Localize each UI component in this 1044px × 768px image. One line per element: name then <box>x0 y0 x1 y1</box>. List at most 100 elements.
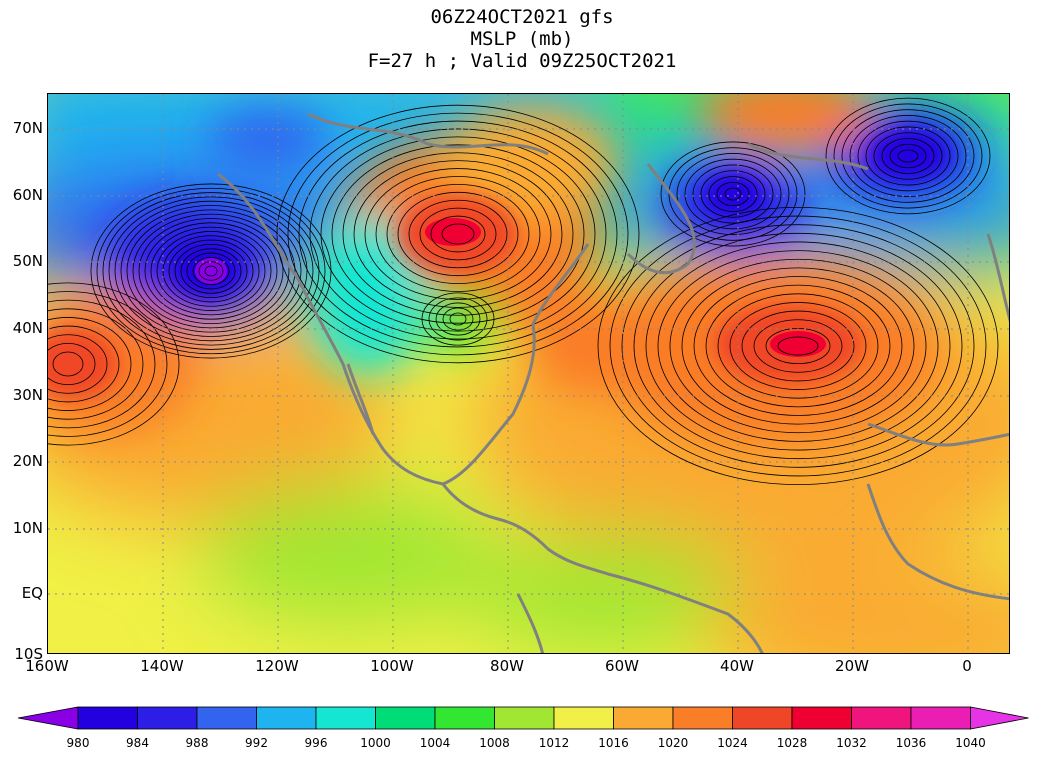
colorbar-swatch <box>77 706 138 730</box>
isobar <box>708 176 758 212</box>
isobar <box>48 342 96 386</box>
isobar <box>48 317 132 411</box>
lon-tick-label: 40W <box>720 657 754 675</box>
colorbar-level-label: 1040 <box>955 736 986 750</box>
isobar <box>724 187 742 201</box>
isobar <box>386 184 530 284</box>
lon-tick-label: 160W <box>25 657 69 675</box>
isobar <box>700 170 766 218</box>
isobar <box>693 276 903 416</box>
isobar <box>716 181 750 207</box>
colorbar-level-label: 1012 <box>538 736 570 750</box>
colorbar-level-label: 1000 <box>360 736 391 750</box>
colorbar-level-label: 1004 <box>419 736 451 750</box>
isobar <box>668 147 798 241</box>
colorbar-swatch <box>137 706 198 730</box>
lat-lon-gridlines <box>48 94 1009 653</box>
isobar <box>375 176 541 292</box>
lon-tick-label: 120W <box>255 657 299 675</box>
colorbar-level-label: 1036 <box>895 736 927 750</box>
colorbar-level-label: 996 <box>304 736 328 750</box>
isobar <box>48 282 180 446</box>
colorbar-swatch <box>613 706 674 730</box>
isobar <box>132 213 290 329</box>
isobar <box>331 144 585 324</box>
isobar <box>873 132 943 180</box>
isobar <box>364 168 552 300</box>
isobar <box>841 109 975 203</box>
isobar <box>408 199 508 269</box>
isobar <box>657 250 939 442</box>
isobar <box>48 334 108 394</box>
pressure-map <box>47 93 1010 654</box>
isobar <box>397 191 519 277</box>
isobar <box>765 327 831 365</box>
colorbar-high-arrow <box>970 706 1029 730</box>
colorbar-swatch <box>434 706 495 730</box>
isobar <box>865 126 951 186</box>
isobar <box>442 307 474 331</box>
lon-tick-label: 140W <box>140 657 184 675</box>
isobar <box>705 284 891 408</box>
isobar <box>144 222 278 320</box>
lat-tick-label: 70N <box>12 119 43 137</box>
title-run-line: 06Z24OCT2021 gfs <box>430 6 614 28</box>
map-title: 06Z24OCT2021 gfs MSLP (mb) F=27 h ; Vali… <box>0 6 1044 72</box>
isobar <box>48 325 120 403</box>
isobar <box>204 265 218 277</box>
colorbar-level-label: 1016 <box>598 736 629 750</box>
colorbar-level-label: 980 <box>66 736 90 750</box>
colorbar-level-label: 1020 <box>657 736 689 750</box>
colorbar-swatch <box>256 706 317 730</box>
lat-tick-label: 30N <box>12 386 43 404</box>
isobar <box>156 231 266 311</box>
colorbar-swatch <box>910 706 971 730</box>
isobar <box>825 97 991 215</box>
colorbar-swatch <box>494 706 555 730</box>
lat-tick-label: 20N <box>12 452 43 470</box>
isobar <box>180 248 242 294</box>
isobar <box>753 319 843 373</box>
isobar <box>741 310 855 382</box>
isobar <box>108 196 314 346</box>
isobar <box>897 149 919 163</box>
coastlines <box>217 112 1009 653</box>
isobar <box>676 153 790 235</box>
isobar <box>692 164 774 224</box>
isobar <box>669 258 927 434</box>
isobar <box>435 302 481 336</box>
colorbar-swatch <box>315 706 376 730</box>
colorbar-level-label: 1024 <box>717 736 748 750</box>
colorbar-level-label: 992 <box>245 736 268 750</box>
isobar <box>192 256 230 286</box>
isobar <box>90 183 332 359</box>
isobar <box>681 267 915 425</box>
isobar <box>729 302 867 390</box>
isobar <box>441 223 475 245</box>
colorbar-swatch <box>553 706 614 730</box>
high-center-north-america <box>425 218 481 246</box>
lat-tick-label: 10N <box>12 519 43 537</box>
isobar <box>276 104 640 364</box>
colorbar-level-label: 1008 <box>479 736 510 750</box>
colorbar-level-label: 988 <box>185 736 209 750</box>
lat-tick-label: 50N <box>12 252 43 270</box>
isobar <box>353 160 563 308</box>
isobar <box>833 103 983 209</box>
title-valid-line: F=27 h ; Valid 09Z25OCT2021 <box>367 50 677 72</box>
isobar <box>168 239 254 303</box>
lon-tick-label: 0 <box>962 657 972 675</box>
isobar <box>150 226 272 316</box>
isobar <box>881 138 935 174</box>
isobar <box>684 158 782 230</box>
colorbar-level-label: 984 <box>126 736 149 750</box>
isobar <box>320 136 596 332</box>
colorbar-level-label: 1028 <box>776 736 808 750</box>
isobar <box>174 243 248 298</box>
colorbar-swatch <box>375 706 436 730</box>
isobar <box>849 115 967 197</box>
isobar <box>342 152 574 316</box>
title-variable-line: MSLP (mb) <box>470 28 574 50</box>
isobar <box>138 218 284 324</box>
isobar <box>114 200 308 342</box>
